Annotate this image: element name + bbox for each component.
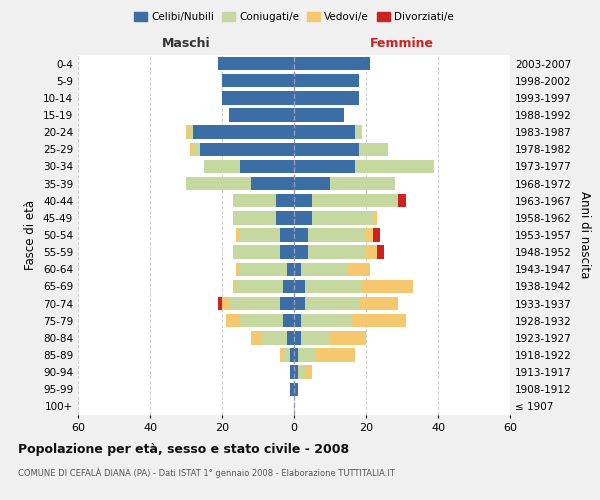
Bar [233,246,280,259]
Bar [373,228,380,241]
Bar [294,228,308,241]
Bar [301,262,348,276]
Bar [229,297,280,310]
Bar [373,211,377,224]
Y-axis label: Anni di nascita: Anni di nascita [578,192,591,278]
Bar [398,194,406,207]
Bar [229,108,294,122]
Bar [294,91,359,104]
Bar [283,348,290,362]
Text: Femmine: Femmine [370,37,434,50]
Bar [276,194,294,207]
Bar [359,297,398,310]
Bar [193,126,294,139]
Bar [193,142,200,156]
Bar [294,108,344,122]
Bar [305,280,362,293]
Bar [294,348,298,362]
Bar [218,297,222,310]
Bar [236,228,240,241]
Bar [280,348,283,362]
Bar [294,262,301,276]
Bar [240,262,287,276]
Bar [233,194,276,207]
Bar [312,211,373,224]
Bar [280,228,294,241]
Text: Popolazione per età, sesso e stato civile - 2008: Popolazione per età, sesso e stato civil… [18,442,349,456]
Bar [236,280,283,293]
Bar [240,160,294,173]
Bar [301,331,330,344]
Bar [294,160,355,173]
Bar [236,262,240,276]
Bar [290,366,294,379]
Text: COMUNE DI CEFALÀ DIANA (PA) - Dati ISTAT 1° gennaio 2008 - Elaborazione TUTTITAL: COMUNE DI CEFALÀ DIANA (PA) - Dati ISTAT… [18,468,395,478]
Bar [190,126,193,139]
Bar [355,126,362,139]
Bar [294,142,359,156]
Bar [301,314,352,328]
Bar [233,211,276,224]
Bar [298,348,316,362]
Y-axis label: Fasce di età: Fasce di età [25,200,37,270]
Bar [330,177,395,190]
Bar [294,126,355,139]
Bar [240,314,283,328]
Bar [290,382,294,396]
Bar [262,331,287,344]
Bar [305,297,359,310]
Bar [294,280,305,293]
Bar [330,331,366,344]
Bar [280,297,294,310]
Bar [294,246,308,259]
Text: Maschi: Maschi [161,37,211,50]
Bar [294,331,301,344]
Bar [355,160,434,173]
Bar [233,280,236,293]
Bar [218,57,294,70]
Bar [362,280,413,293]
Bar [312,194,398,207]
Bar [240,228,280,241]
Bar [294,74,359,88]
Bar [222,91,294,104]
Bar [294,57,370,70]
Bar [352,314,406,328]
Bar [186,177,251,190]
Bar [226,314,240,328]
Bar [222,74,294,88]
Bar [366,228,373,241]
Bar [294,211,312,224]
Bar [305,366,312,379]
Bar [283,280,294,293]
Bar [283,314,294,328]
Bar [294,177,330,190]
Bar [280,246,294,259]
Bar [290,348,294,362]
Bar [348,262,370,276]
Bar [308,246,366,259]
Bar [204,160,240,173]
Bar [200,142,294,156]
Bar [377,246,384,259]
Bar [294,194,312,207]
Bar [359,142,388,156]
Bar [294,314,301,328]
Legend: Celibi/Nubili, Coniugati/e, Vedovi/e, Divorziati/e: Celibi/Nubili, Coniugati/e, Vedovi/e, Di… [130,8,458,26]
Bar [287,331,294,344]
Bar [294,382,298,396]
Bar [186,126,190,139]
Bar [366,246,377,259]
Bar [316,348,355,362]
Bar [294,366,298,379]
Bar [308,228,366,241]
Bar [276,211,294,224]
Bar [251,331,262,344]
Bar [298,366,305,379]
Bar [222,297,229,310]
Bar [294,297,305,310]
Bar [287,262,294,276]
Bar [251,177,294,190]
Bar [190,142,193,156]
